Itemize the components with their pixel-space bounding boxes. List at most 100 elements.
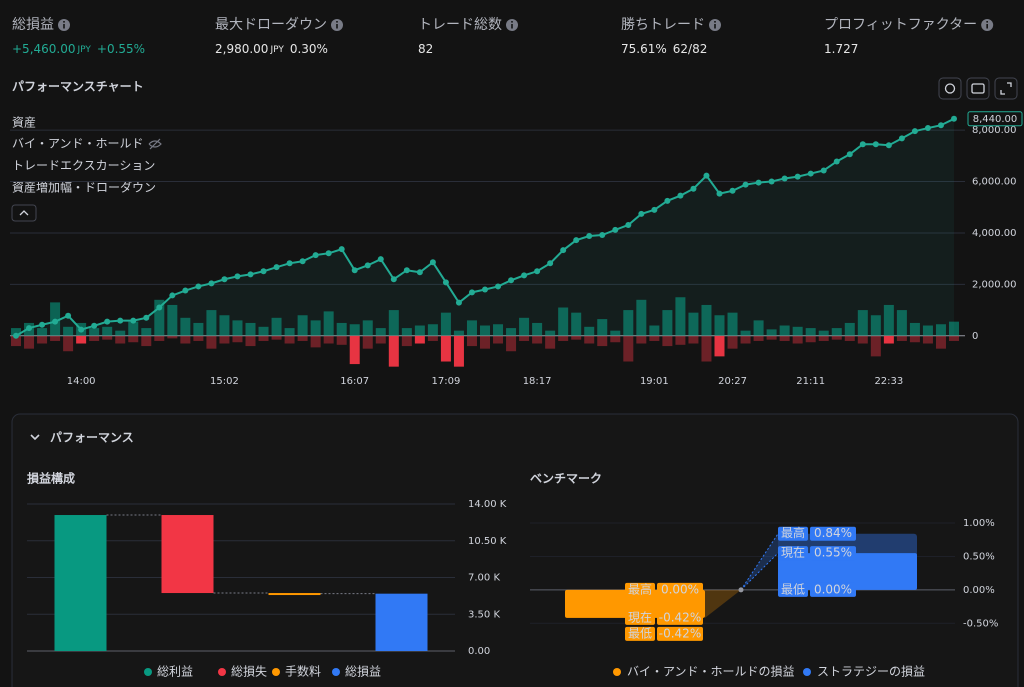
- label-box: [810, 526, 856, 541]
- waterfall-bar: [54, 515, 107, 651]
- connector-dot: [738, 587, 744, 593]
- run-up-bar: [154, 299, 165, 336]
- drawdown-bar: [493, 335, 504, 344]
- drawdown-bar: [24, 335, 35, 349]
- drawdown-bar: [714, 335, 725, 357]
- drawdown-bar: [427, 335, 438, 341]
- equity-point: [169, 292, 176, 299]
- panel-title: パフォーマンス: [50, 431, 134, 445]
- legend-label[interactable]: バイ・アンド・ホールドの損益: [627, 664, 795, 679]
- equity-point: [143, 314, 150, 321]
- run-up-bar: [714, 315, 725, 336]
- equity-point: [221, 276, 228, 283]
- legend-item[interactable]: 資産: [12, 115, 36, 130]
- run-up-bar: [610, 330, 621, 336]
- stat-value: 1.727: [824, 42, 858, 56]
- info-icon-glyph: [986, 24, 988, 29]
- label-category: 現在: [781, 546, 805, 560]
- run-up-bar: [662, 310, 673, 336]
- equity-point: [455, 299, 462, 306]
- drawdown-bar: [935, 335, 946, 349]
- run-up-bar: [37, 328, 48, 336]
- run-up-bar: [597, 319, 608, 336]
- legend-label[interactable]: ストラテジーの損益: [817, 664, 925, 679]
- legend-label[interactable]: 総損失: [231, 664, 267, 679]
- drawdown-bar: [688, 335, 699, 344]
- drawdown-bar: [219, 335, 230, 344]
- equity-point: [508, 277, 515, 284]
- equity-point: [338, 246, 345, 253]
- legend-item[interactable]: バイ・アンド・ホールド: [12, 137, 144, 151]
- label-box: [625, 582, 655, 597]
- legend-item[interactable]: トレードエクスカーション: [12, 159, 155, 173]
- equity-point: [547, 260, 554, 267]
- y-tick-label: 0: [972, 331, 978, 342]
- equity-point: [247, 271, 254, 278]
- x-tick-label: 22:33: [874, 376, 903, 387]
- run-up-bar: [180, 317, 191, 336]
- stat-change: +0.55%: [97, 42, 145, 56]
- run-up-bar: [89, 328, 100, 336]
- x-tick-label: 15:02: [210, 376, 239, 387]
- expand-icon: [1000, 82, 1012, 95]
- drawdown-bar: [922, 335, 933, 344]
- label-category: 現在: [628, 610, 652, 624]
- equity-point: [560, 247, 567, 254]
- legend-label[interactable]: 手数料: [285, 664, 321, 679]
- panel-chevron[interactable]: [30, 434, 40, 441]
- settings-button[interactable]: [938, 77, 962, 100]
- equity-point: [39, 321, 46, 328]
- equity-point: [742, 181, 749, 188]
- stat-value-line: 75.61% 62/82: [621, 42, 707, 56]
- drawdown-bar: [519, 335, 530, 341]
- label-category: 最低: [628, 626, 652, 640]
- drawdown-bar: [597, 335, 608, 347]
- fullscreen-button[interactable]: [994, 77, 1018, 100]
- equity-point: [768, 178, 775, 185]
- equity-point: [312, 252, 319, 259]
- equity-point: [390, 276, 397, 283]
- snapshot-button[interactable]: [966, 77, 990, 100]
- equity-point: [442, 279, 449, 286]
- run-up-bar: [805, 328, 816, 336]
- drawdown-bar: [949, 335, 959, 341]
- settings-icon: [944, 83, 956, 94]
- drawdown-bar: [571, 335, 582, 340]
- run-up-bar: [740, 330, 751, 336]
- equity-point: [534, 268, 541, 275]
- drawdown-bar: [466, 335, 477, 347]
- legend-item[interactable]: 資産増加幅・ドローダウン: [12, 180, 156, 195]
- drawdown-bar: [258, 335, 269, 341]
- run-up-bar: [102, 326, 113, 336]
- value-label: -0.42%: [659, 626, 701, 640]
- stat-value-line: 1.727: [824, 42, 858, 56]
- drawdown-bar: [662, 335, 673, 347]
- run-up-bar: [922, 325, 933, 336]
- drawdown-bar: [453, 335, 464, 367]
- drawdown-bar: [701, 335, 712, 362]
- value-label: 0.55%: [814, 546, 852, 560]
- run-up-bar: [519, 317, 530, 336]
- stat-label: 総損益: [12, 17, 54, 33]
- equity-point: [755, 179, 762, 186]
- collapse-legend-button[interactable]: [11, 204, 37, 222]
- hidden-eye-icon[interactable]: [148, 138, 162, 150]
- run-up-bar: [167, 304, 178, 336]
- info-icon-glyph: [511, 24, 513, 29]
- legend-label[interactable]: 総損益: [345, 664, 381, 679]
- equity-point: [586, 233, 593, 240]
- y-tick-label: 1.00%: [963, 518, 995, 529]
- current-bar: [778, 553, 917, 590]
- label-box: [778, 546, 808, 561]
- equity-point: [521, 272, 528, 279]
- equity-point: [325, 250, 332, 257]
- y-tick-label: 0.00: [468, 646, 490, 657]
- drawdown-bar: [610, 335, 621, 343]
- equity-point: [234, 273, 241, 280]
- drawdown-bar: [909, 335, 920, 343]
- legend-label[interactable]: 総利益: [157, 665, 193, 679]
- equity-point: [911, 128, 918, 135]
- info-icon-dot: [986, 21, 988, 23]
- info-icon-dot: [511, 21, 513, 23]
